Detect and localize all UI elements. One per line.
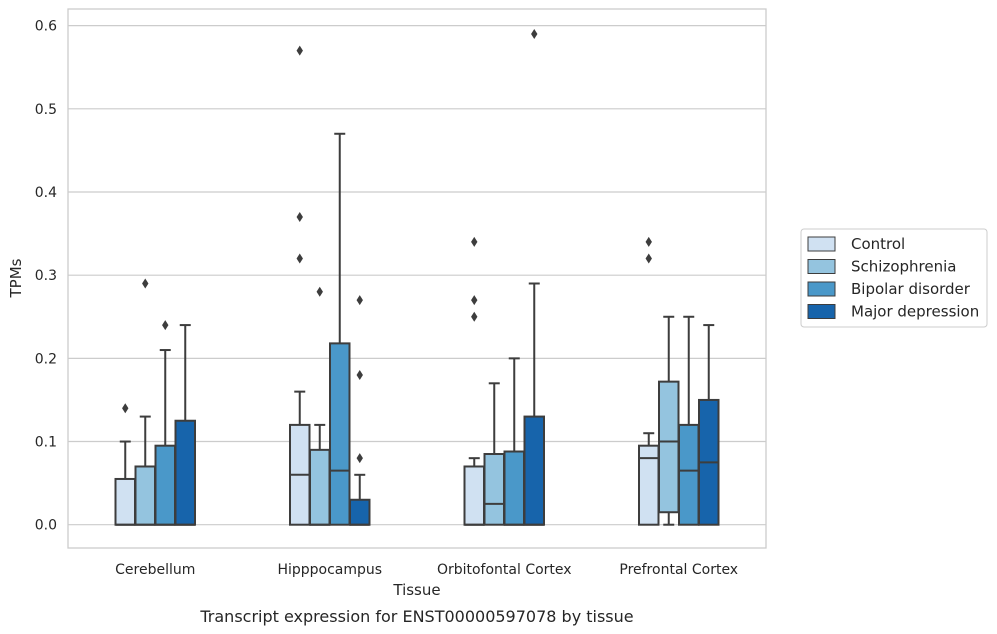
x-axis-label: Tissue bbox=[392, 581, 440, 599]
box-body bbox=[523, 415, 545, 526]
outlier-point bbox=[296, 211, 303, 222]
outlier-point bbox=[296, 45, 303, 56]
box-bipolar-disorder bbox=[503, 357, 525, 526]
legend-swatch bbox=[807, 304, 836, 319]
box-body bbox=[349, 498, 371, 526]
outlier-point bbox=[471, 311, 478, 322]
outlier-point bbox=[316, 286, 323, 297]
box-bipolar-disorder bbox=[329, 132, 351, 526]
x-axis-ticks: Cerebellum Hipppocampus Orbitofontal Corte… bbox=[115, 562, 738, 578]
outlier-point bbox=[142, 278, 149, 289]
outlier-point bbox=[162, 320, 169, 331]
x-tick-label: Cerebellum bbox=[115, 562, 195, 578]
outlier-point bbox=[356, 453, 363, 464]
box-body bbox=[134, 465, 156, 526]
box-body bbox=[154, 444, 176, 526]
box-body bbox=[463, 465, 485, 526]
box-bipolar-disorder bbox=[154, 320, 176, 526]
outlier-point bbox=[296, 253, 303, 264]
box-control bbox=[114, 403, 136, 526]
outlier-point bbox=[356, 369, 363, 380]
x-tick-label: Orbitofontal Cortex bbox=[437, 562, 572, 578]
outlier-point bbox=[471, 236, 478, 247]
outlier-point bbox=[356, 295, 363, 306]
legend-label: Major depression bbox=[851, 303, 979, 321]
x-tick-label: Prefrontal Cortex bbox=[619, 562, 738, 578]
box-body bbox=[114, 477, 136, 526]
outlier-point bbox=[471, 295, 478, 306]
box-bipolar-disorder bbox=[678, 315, 700, 526]
chart-caption: Transcript expression for ENST0000059707… bbox=[199, 607, 633, 626]
outlier-point bbox=[531, 28, 538, 39]
plot-area bbox=[67, 8, 767, 549]
y-tick-label: 0.4 bbox=[35, 185, 57, 201]
legend-swatch bbox=[807, 236, 836, 252]
box-control bbox=[289, 45, 311, 526]
outlier-point bbox=[645, 236, 652, 247]
box-major-depression bbox=[349, 295, 371, 526]
y-tick-label: 0.1 bbox=[35, 435, 57, 451]
box-body bbox=[329, 342, 351, 526]
legend-frame bbox=[800, 228, 988, 328]
legend-swatch bbox=[807, 281, 836, 297]
box-schizophrenia bbox=[483, 382, 505, 526]
y-axis-ticks: 0.0 0.1 0.2 0.3 0.4 0.5 0.6 bbox=[35, 19, 57, 534]
y-axis-label: TPMs bbox=[7, 258, 25, 298]
box-schizophrenia bbox=[658, 315, 680, 526]
box-body bbox=[678, 423, 700, 526]
y-tick-label: 0.0 bbox=[35, 518, 57, 534]
y-tick-label: 0.5 bbox=[35, 102, 57, 118]
legend-label: Bipolar disorder bbox=[851, 280, 971, 298]
legend-swatch bbox=[807, 259, 836, 274]
box-schizophrenia bbox=[309, 286, 331, 526]
legend-label: Schizophrenia bbox=[851, 258, 956, 276]
y-tick-label: 0.3 bbox=[35, 268, 57, 284]
box-schizophrenia bbox=[134, 278, 156, 526]
x-tick-label: Hipppocampus bbox=[277, 562, 382, 578]
box-body bbox=[174, 419, 196, 526]
box-body bbox=[503, 450, 525, 526]
box-major-depression bbox=[174, 324, 196, 526]
outlier-point bbox=[122, 403, 129, 414]
box-body bbox=[658, 380, 680, 514]
y-tick-label: 0.6 bbox=[35, 19, 57, 35]
outlier-point bbox=[645, 253, 652, 264]
y-tick-label: 0.2 bbox=[35, 351, 57, 367]
legend: Control Schizophrenia Bipolar disorder Majo… bbox=[800, 228, 988, 328]
boxes bbox=[114, 28, 720, 526]
box-major-depression bbox=[698, 324, 720, 526]
box-body bbox=[309, 448, 331, 526]
box-control bbox=[463, 236, 485, 526]
box-body bbox=[483, 453, 505, 526]
box-control bbox=[638, 236, 660, 526]
box-major-depression bbox=[523, 28, 545, 526]
legend-label: Control bbox=[851, 235, 905, 253]
